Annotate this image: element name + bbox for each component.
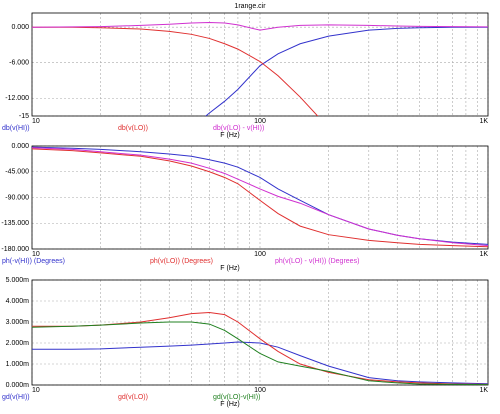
legend-label: ph(-v(HI)) (Degrees)	[2, 258, 65, 265]
y-tick-label: -12.000	[5, 95, 29, 102]
x-tick-label: 100	[254, 251, 266, 258]
x-tick-label: 100	[254, 387, 266, 394]
legend-label: gd(v(LO)-v(HI))	[213, 394, 260, 401]
y-tick-label: -135.000	[1, 220, 29, 227]
series-line	[32, 21, 488, 31]
x-axis-label: F (Hz)	[220, 401, 239, 408]
x-tick-label: 10	[32, 387, 40, 394]
x-tick-label: 100	[254, 118, 266, 125]
series-line	[32, 312, 488, 385]
plot-frame	[31, 145, 489, 250]
series-line	[32, 148, 488, 248]
x-tick-label: 1K	[479, 251, 488, 258]
y-tick-label: 0.000	[11, 24, 29, 31]
plot-frame	[31, 12, 489, 117]
series-line	[32, 147, 488, 247]
series-line	[32, 321, 488, 385]
y-tick-label: 3.000m	[6, 319, 30, 326]
x-tick-label: 1K	[479, 387, 488, 394]
legend-label: ph(v(LO)) (Degrees)	[150, 258, 213, 265]
series-line	[205, 26, 488, 116]
legend-label: ph(v(LO) - v(HI)) (Degrees)	[275, 258, 359, 265]
y-tick-label: 5.000m	[6, 277, 30, 284]
legend-label: db(v(LO))	[118, 125, 148, 132]
y-tick-label: 0.000	[11, 143, 29, 150]
x-tick-label: 1K	[479, 118, 488, 125]
legend-label: db(v(LO) - v(HI))	[213, 125, 264, 132]
x-tick-label: 10	[32, 118, 40, 125]
plot-frame	[31, 279, 489, 386]
y-tick-label: -15	[19, 113, 29, 120]
x-axis-label: F (Hz)	[220, 265, 239, 272]
series-line	[32, 26, 319, 116]
y-tick-label: -90.000	[5, 194, 29, 201]
y-tick-label: 4.000m	[6, 298, 30, 305]
y-tick-label: -180.000	[1, 246, 29, 253]
y-tick-label: 0.000m	[6, 382, 30, 389]
chart-title: 1range.cir	[234, 3, 266, 10]
x-tick-label: 10	[32, 251, 40, 258]
legend-label: gd(v(LO))	[118, 394, 148, 401]
x-axis-label: F (Hz)	[220, 132, 239, 139]
y-tick-label: 1.000m	[6, 361, 30, 368]
legend-label: gd(v(HI))	[2, 394, 30, 401]
series-line	[32, 341, 488, 385]
legend-label: db(v(HI))	[2, 125, 30, 132]
y-tick-label: -45.000	[5, 169, 29, 176]
y-tick-label: -6.000	[9, 60, 29, 67]
y-tick-label: 2.000m	[6, 340, 30, 347]
